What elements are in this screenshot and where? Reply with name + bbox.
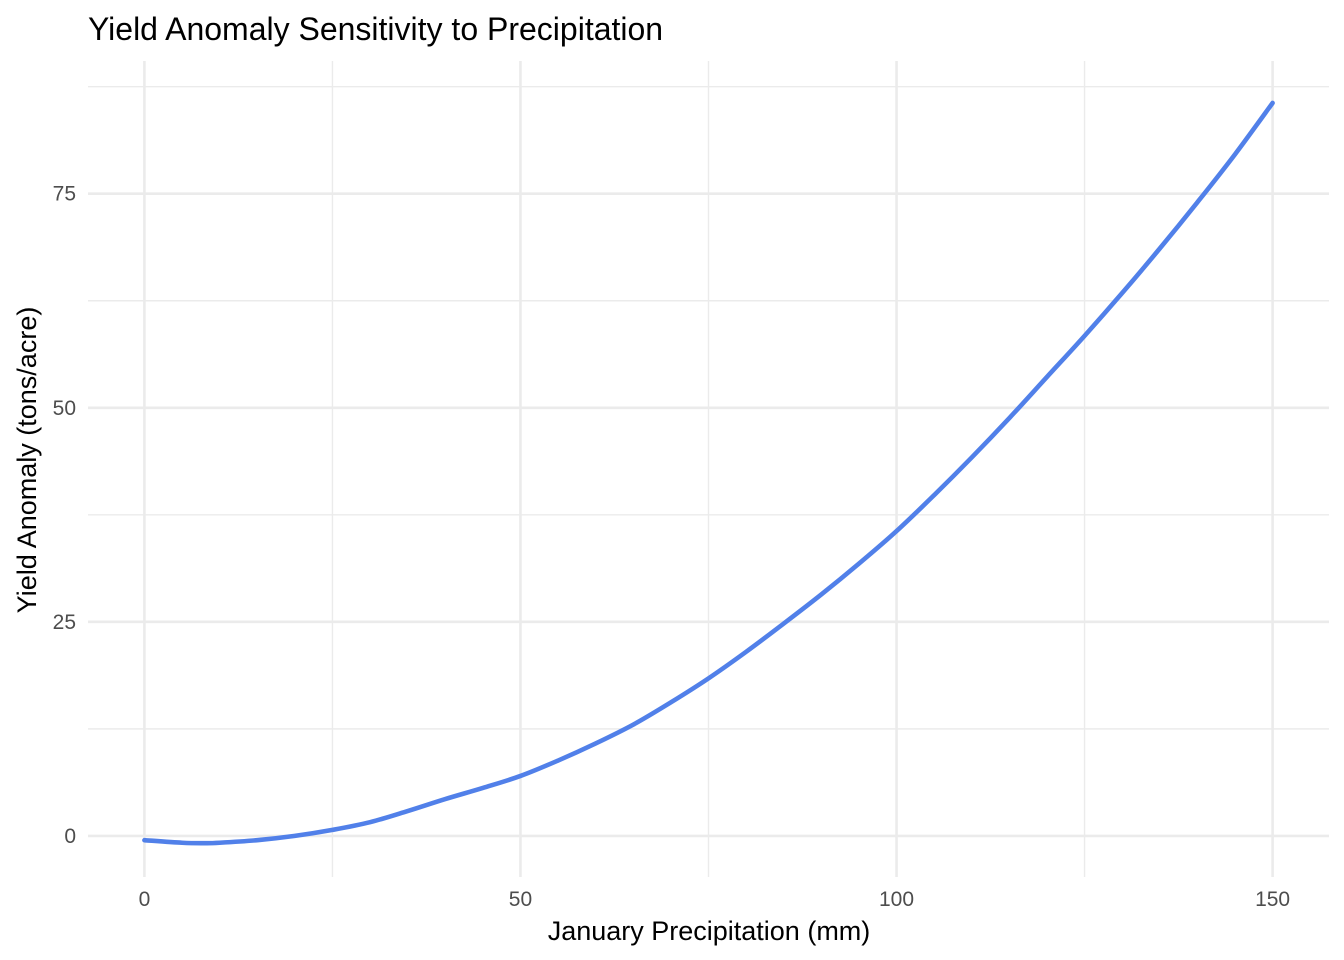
chart-title: Yield Anomaly Sensitivity to Precipitati… — [88, 11, 663, 47]
x-tick-label-3: 150 — [1255, 888, 1290, 911]
y-tick-label-3: 75 — [53, 183, 76, 206]
x-axis-tick-labels: 0 50 100 150 — [139, 888, 1291, 911]
y-tick-label-0: 0 — [64, 825, 76, 848]
series-line-0 — [142, 100, 1275, 846]
y-axis-tick-labels: 0 25 50 75 — [53, 183, 76, 848]
series-layer — [142, 100, 1275, 846]
x-axis-label: January Precipitation (mm) — [548, 916, 871, 946]
x-tick-label-0: 0 — [139, 888, 151, 911]
y-tick-label-1: 25 — [53, 611, 76, 634]
x-tick-label-2: 100 — [879, 888, 914, 911]
x-tick-label-1: 50 — [509, 888, 532, 911]
grid — [88, 61, 1329, 877]
y-tick-label-2: 50 — [53, 397, 76, 420]
y-axis-label: Yield Anomaly (tons/acre) — [12, 307, 42, 614]
